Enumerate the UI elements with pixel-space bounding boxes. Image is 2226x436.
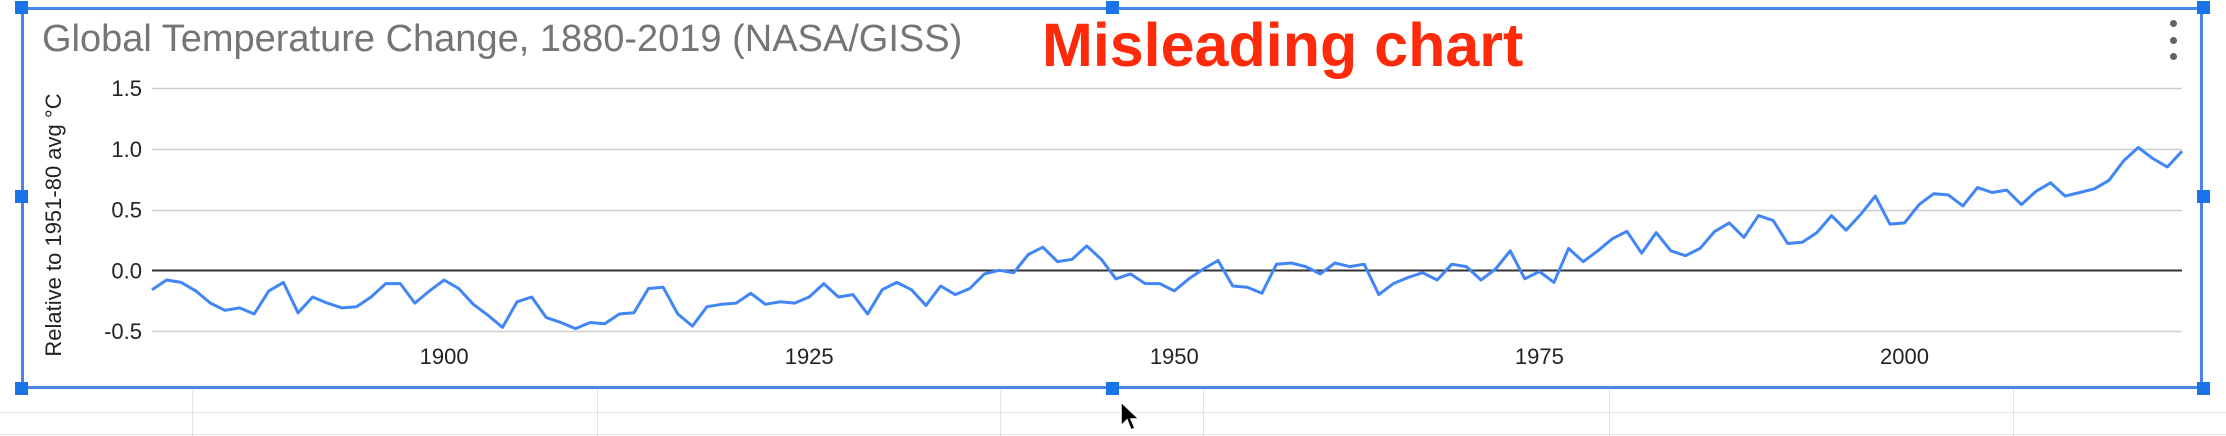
x-tick-labels: 1900 1925 1950 1975 2000	[420, 344, 1929, 369]
misleading-annotation: Misleading chart	[1042, 11, 1524, 79]
mouse-pointer-icon	[1120, 400, 1141, 432]
x-tick-label: 1925	[785, 344, 834, 369]
resize-handle-bottom-left[interactable]	[15, 382, 28, 395]
chart-title[interactable]: Global Temperature Change, 1880-2019 (NA…	[42, 18, 963, 60]
x-tick-label: 2000	[1880, 344, 1929, 369]
more-vertical-icon[interactable]	[2163, 20, 2183, 60]
gridlines	[152, 87, 2182, 333]
x-tick-label: 1900	[420, 344, 469, 369]
y-tick-label: 1.5	[111, 76, 142, 101]
resize-handle-middle-right[interactable]	[2197, 190, 2210, 203]
resize-handle-top-right[interactable]	[2197, 1, 2210, 14]
x-tick-label: 1975	[1515, 344, 1564, 369]
resize-handle-top-left[interactable]	[15, 1, 28, 14]
series-line	[151, 146, 2184, 331]
y-tick-label: -0.5	[104, 319, 142, 344]
resize-handle-bottom-right[interactable]	[2197, 382, 2210, 395]
y-tick-label: 1.0	[111, 137, 142, 162]
y-tick-labels: 1.5 1.0 0.5 0.0 -0.5	[104, 76, 142, 344]
resize-handle-top-center[interactable]	[1106, 1, 1119, 14]
x-tick-label: 1950	[1150, 344, 1199, 369]
resize-handle-middle-left[interactable]	[15, 190, 28, 203]
resize-handle-bottom-center[interactable]	[1106, 382, 1119, 395]
y-tick-label: 0.0	[111, 258, 142, 283]
temperature-line[interactable]	[151, 146, 2184, 331]
y-tick-label: 0.5	[111, 198, 142, 223]
